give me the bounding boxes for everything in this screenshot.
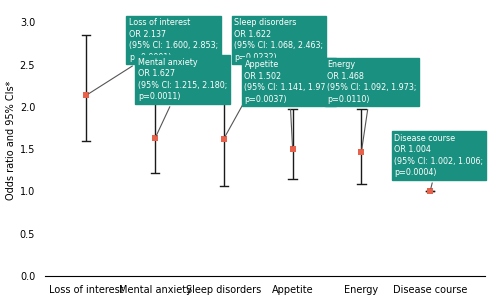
Text: Mental anxiety
OR 1.627
(95% CI: 1.215, 2.180;
p=0.0011): Mental anxiety OR 1.627 (95% CI: 1.215, …: [138, 58, 227, 136]
Text: Disease course
OR 1.004
(95% CI: 1.002, 1.006;
p=0.0004): Disease course OR 1.004 (95% CI: 1.002, …: [394, 134, 484, 188]
Text: Energy
OR 1.468
(95% CI: 1.092, 1.973;
p=0.0110): Energy OR 1.468 (95% CI: 1.092, 1.973; p…: [327, 61, 416, 149]
Text: Sleep disorders
OR 1.622
(95% CI: 1.068, 2.463;
p=0.0232): Sleep disorders OR 1.622 (95% CI: 1.068,…: [225, 18, 324, 136]
Text: Appetite
OR 1.502
(95% CI: 1.141, 1.977;
p=0.0037): Appetite OR 1.502 (95% CI: 1.141, 1.977;…: [244, 61, 334, 146]
Y-axis label: Odds ratio and 95% CIs*: Odds ratio and 95% CIs*: [6, 81, 16, 200]
Text: Loss of interest
OR 2.137
(95% CI: 1.600, 2.853;
p<0.0001): Loss of interest OR 2.137 (95% CI: 1.600…: [88, 18, 218, 94]
